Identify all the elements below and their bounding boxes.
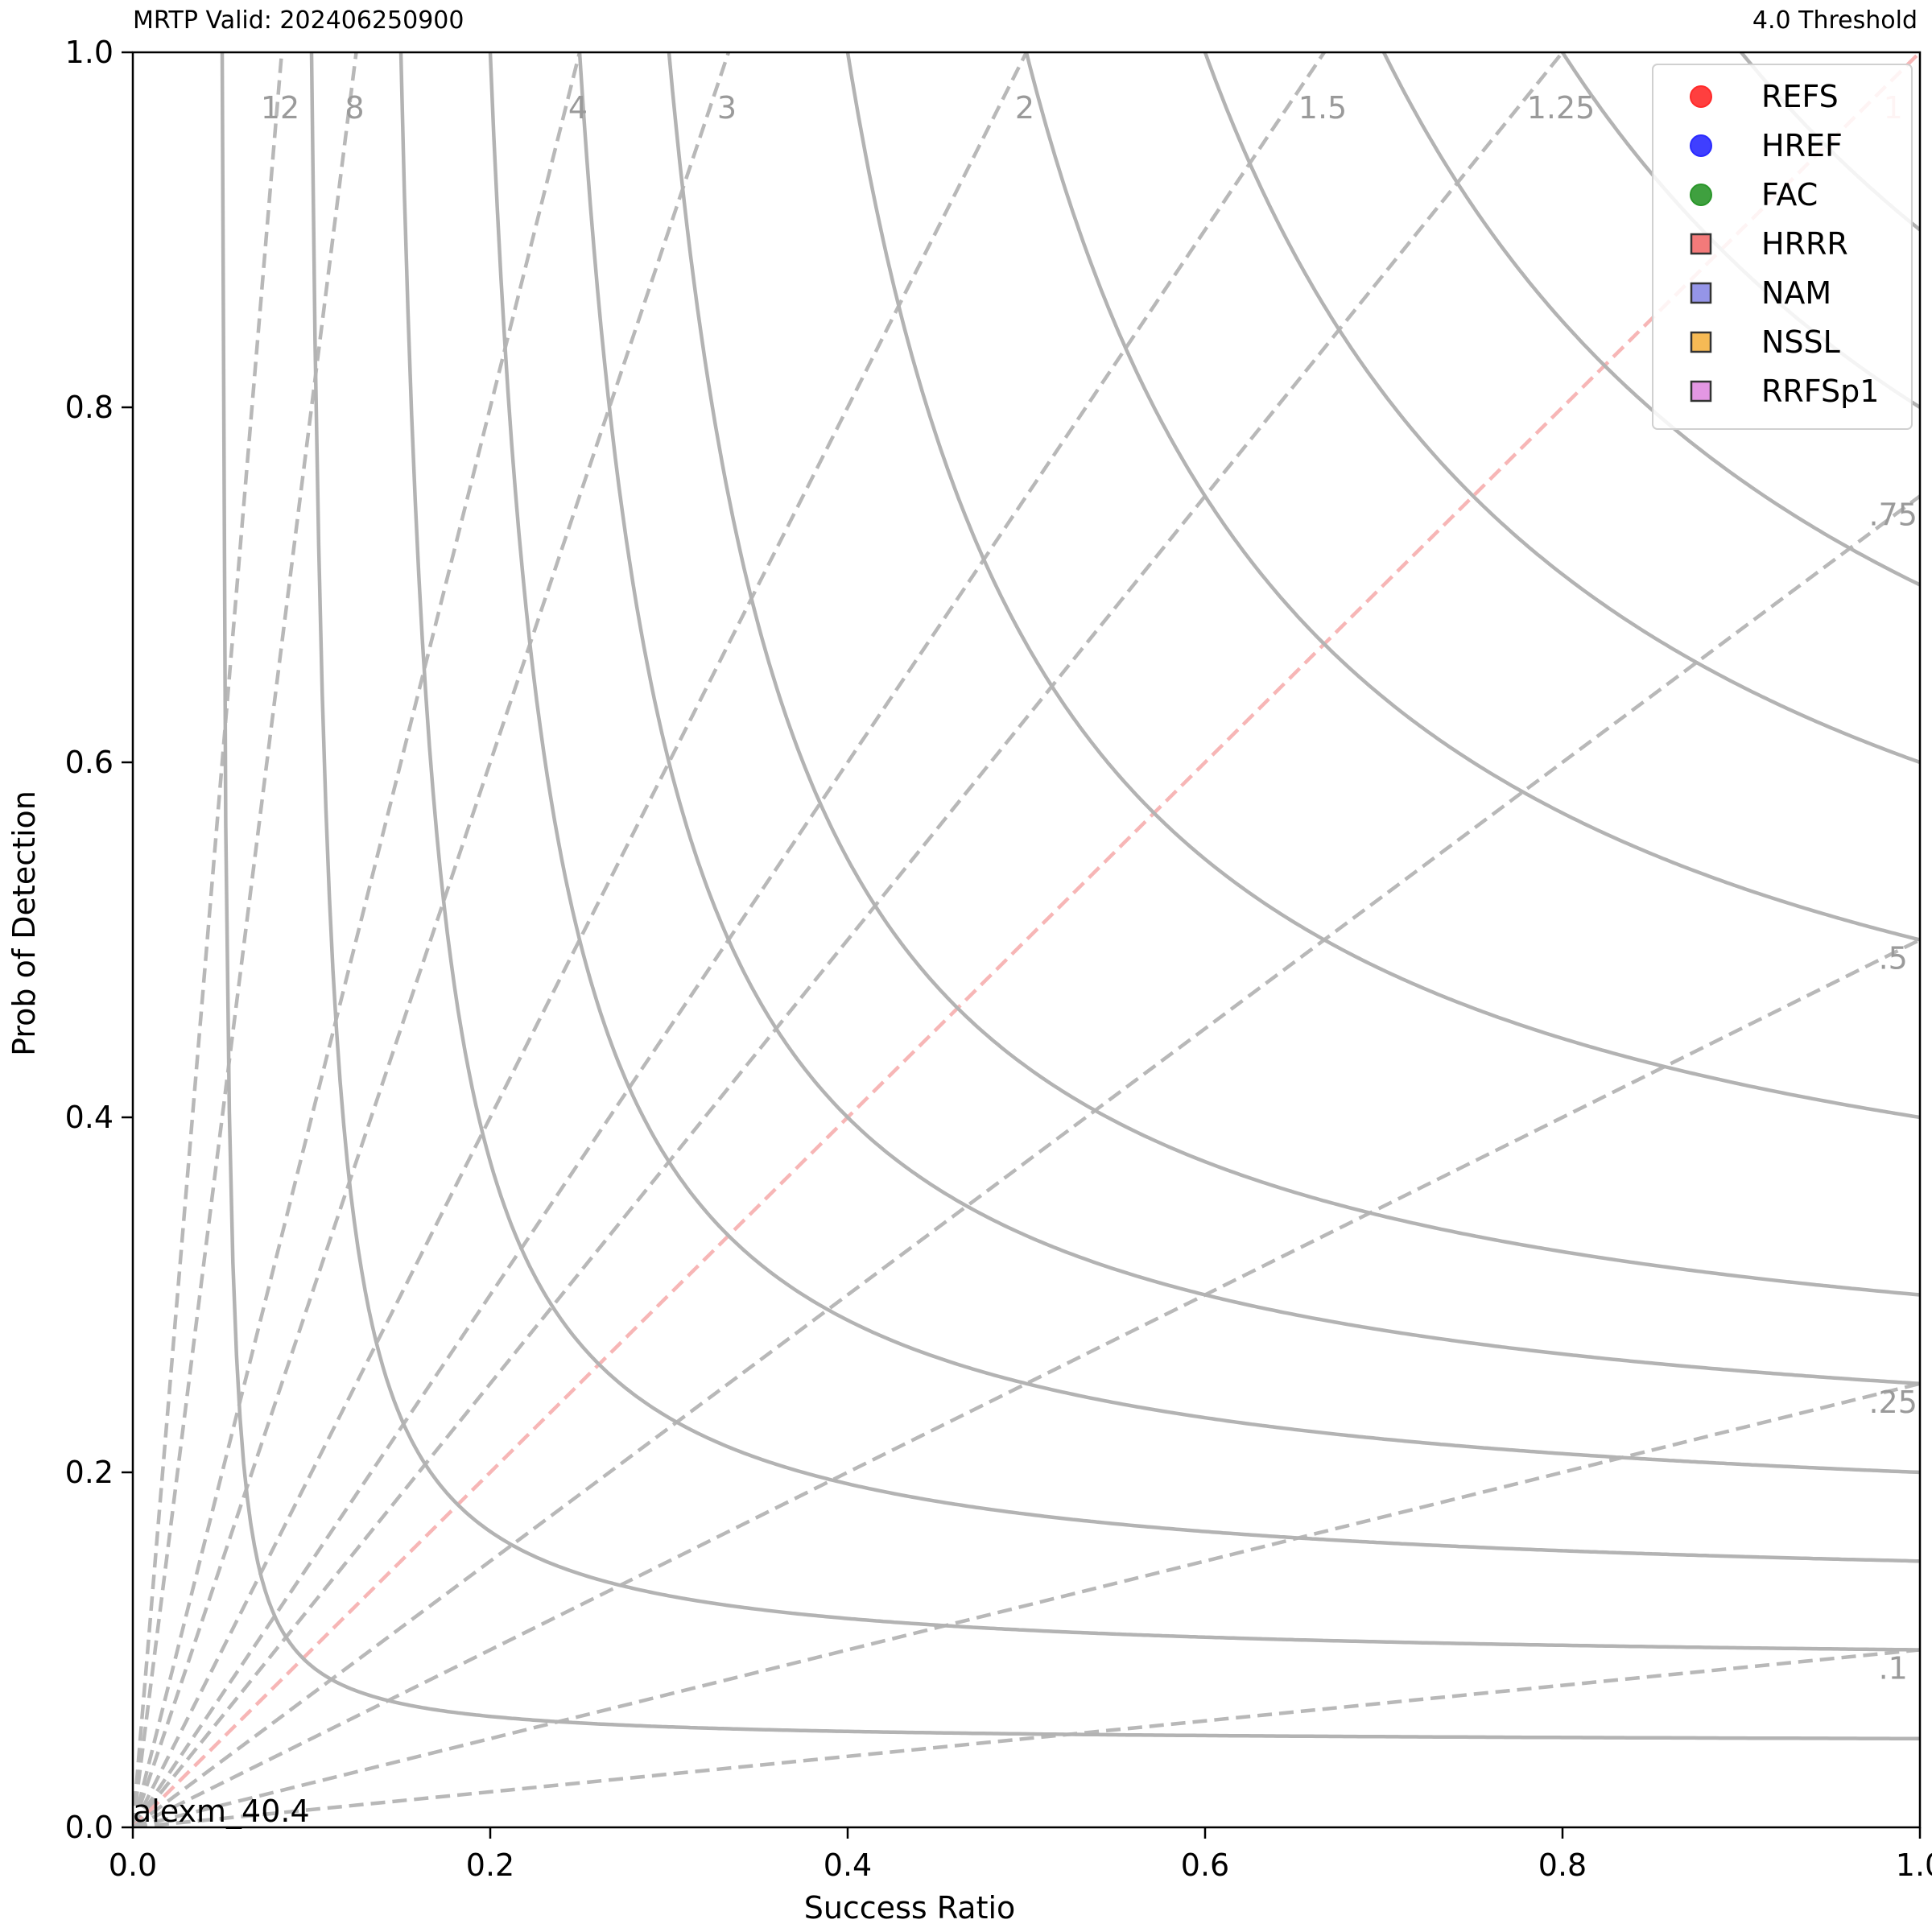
legend-marker-4 — [1690, 282, 1712, 304]
x-tick-label-5: 1.0 — [1896, 1847, 1932, 1883]
legend-label-0: REFS — [1761, 79, 1839, 114]
csi-contour-0 — [220, 52, 1920, 1741]
bias-label-6: 1.25 — [1527, 90, 1596, 126]
x-tick-label-2: 0.4 — [824, 1847, 872, 1883]
bias-line-4 — [133, 52, 1029, 1827]
bias-line-10 — [133, 1381, 1920, 1827]
legend-marker-0 — [1690, 85, 1712, 108]
csi-contour-4 — [577, 52, 1920, 1386]
x-tick-label-3: 0.6 — [1181, 1847, 1229, 1883]
legend-label-5: NSSL — [1761, 324, 1840, 360]
y-tick-label-2: 0.4 — [65, 1100, 114, 1135]
axis-ticks: 0.0 0.2 0.4 0.6 0.8 1.0 0.0 0.2 0.4 0.6 0.8 1.0 — [65, 35, 1932, 1883]
y-tick-label-1: 0.2 — [65, 1455, 114, 1490]
plot-frame — [131, 51, 1922, 1829]
x-tick-label-1: 0.2 — [466, 1847, 514, 1883]
csi-contour-9 — [1381, 52, 1920, 587]
csi-contour-1 — [309, 52, 1920, 1652]
bias-label-8: .75 — [1868, 497, 1917, 532]
header-threshold: 4.0 Threshold — [1752, 6, 1918, 35]
bias-label-0: 12 — [261, 90, 299, 126]
x-axis-label: Success Ratio — [803, 1890, 1016, 1926]
y-tick-label-5: 1.0 — [65, 35, 114, 70]
y-tick-label-0: 0.0 — [65, 1810, 114, 1845]
bias-label-4: 2 — [1015, 90, 1034, 126]
bias-label-3: 3 — [717, 90, 737, 126]
legend-marker-1 — [1690, 134, 1712, 157]
legend-label-6: RRFSp1 — [1761, 374, 1879, 409]
footnote-label: alexm_40.4 — [133, 1794, 310, 1829]
csi-contour-7 — [1024, 52, 1920, 942]
bias-lines — [133, 52, 1920, 1827]
legend-marker-5 — [1690, 331, 1712, 353]
y-tick-label-4: 0.8 — [65, 390, 114, 425]
bias-line-2 — [133, 52, 582, 1827]
csi-contour-3 — [488, 52, 1920, 1475]
x-tick-label-0: 0.0 — [109, 1847, 157, 1883]
bias-line-8 — [133, 493, 1920, 1827]
bias-label-2: 4 — [568, 90, 588, 126]
bias-line-5 — [133, 52, 1327, 1827]
y-tick-label-3: 0.6 — [65, 745, 114, 780]
bias-line-6 — [133, 52, 1565, 1827]
bias-label-10: .25 — [1868, 1385, 1917, 1420]
header-valid-time: MRTP Valid: 202406250900 — [133, 6, 464, 35]
legend-marker-2 — [1690, 184, 1712, 206]
csi-contour-6 — [845, 52, 1920, 1120]
bias-label-11: .1 — [1879, 1651, 1908, 1686]
bias-line-11 — [133, 1648, 1920, 1827]
y-axis-label: Prob of Detection — [6, 791, 42, 1056]
legend-marker-3 — [1690, 233, 1712, 255]
bias-line-9 — [133, 937, 1920, 1827]
csi-contour-2 — [398, 52, 1920, 1563]
bias-label-5: 1.5 — [1298, 90, 1347, 126]
legend-box — [1652, 64, 1913, 430]
legend-label-2: FAC — [1761, 177, 1818, 213]
x-tick-label-4: 0.8 — [1538, 1847, 1587, 1883]
bias-label-1: 8 — [345, 90, 364, 126]
bias-label-9: .5 — [1879, 941, 1908, 976]
legend: REFS HREF FAC HRRR NAM NSSL RRFSp1 — [1652, 64, 1913, 430]
csi-contour-5 — [667, 52, 1920, 1297]
legend-marker-6 — [1690, 380, 1712, 402]
csi-contour-8 — [1203, 52, 1920, 765]
legend-label-1: HREF — [1761, 128, 1843, 163]
legend-label-3: HRRR — [1761, 226, 1848, 262]
legend-label-4: NAM — [1761, 275, 1831, 311]
